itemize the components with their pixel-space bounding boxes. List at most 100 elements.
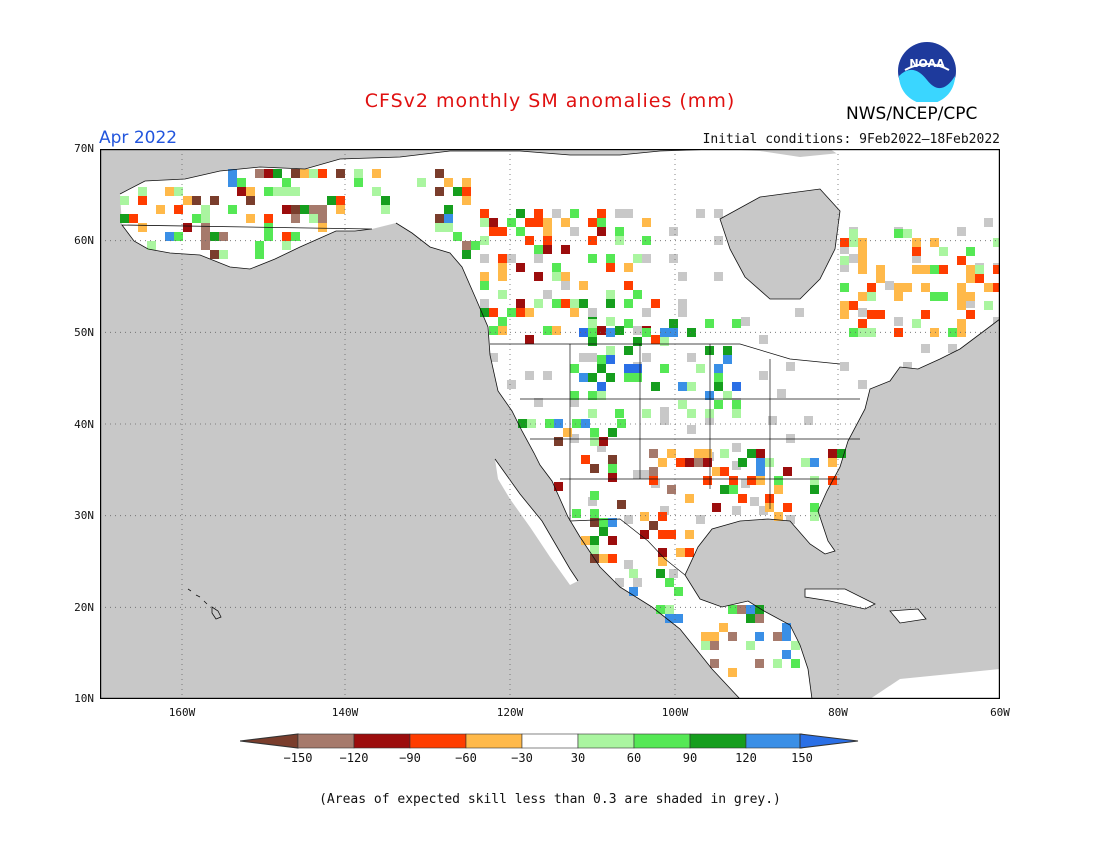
anomaly-cell: [720, 485, 729, 494]
low-skill-cell: [660, 416, 669, 425]
low-skill-cell: [786, 515, 795, 524]
anomaly-cell: [858, 256, 867, 265]
anomaly-cell: [129, 214, 138, 223]
anomaly-cell: [957, 319, 966, 328]
anomaly-cell: [588, 391, 597, 400]
anomaly-cell: [273, 187, 282, 196]
anomaly-cell: [685, 494, 694, 503]
anomaly-cell: [527, 419, 536, 428]
anomaly-cell: [599, 437, 608, 446]
anomaly-cell: [336, 169, 345, 178]
anomaly-cell: [858, 328, 867, 337]
low-skill-cell: [552, 209, 561, 218]
anomaly-cell: [957, 256, 966, 265]
anomaly-cell: [633, 364, 642, 373]
low-skill-cell: [534, 398, 543, 407]
lat-label-10n: 10N: [74, 692, 94, 705]
low-skill-cell: [624, 560, 633, 569]
anomaly-cell: [624, 319, 633, 328]
anomaly-cell: [543, 326, 552, 335]
colorbar-label: 90: [682, 751, 698, 765]
anomaly-cell: [246, 214, 255, 223]
anomaly-cell: [617, 500, 626, 509]
anomaly-cell: [633, 254, 642, 263]
anomaly-cell: [453, 232, 462, 241]
anomaly-cell: [712, 503, 721, 512]
low-skill-cell: [993, 317, 1002, 326]
anomaly-cell: [651, 299, 660, 308]
anomaly-cell: [667, 530, 676, 539]
low-skill-cell: [588, 308, 597, 317]
anomaly-cell: [765, 503, 774, 512]
colorbar-swatch: [577, 733, 635, 749]
anomaly-cell: [264, 169, 273, 178]
anomaly-cell: [525, 236, 534, 245]
low-skill-cell: [642, 308, 651, 317]
low-skill-cell: [894, 317, 903, 326]
low-skill-cell: [804, 416, 813, 425]
anomaly-cell: [640, 512, 649, 521]
anomaly-cell: [372, 169, 381, 178]
low-skill-cell: [795, 218, 804, 227]
anomaly-cell: [629, 587, 638, 596]
low-skill-cell: [480, 254, 489, 263]
anomaly-cell: [174, 232, 183, 241]
anomaly-cell: [755, 614, 764, 623]
anomaly-cell: [561, 218, 570, 227]
anomaly-cell: [658, 512, 667, 521]
anomaly-cell: [570, 209, 579, 218]
anomaly-cell: [660, 328, 669, 337]
anomaly-cell: [588, 236, 597, 245]
anomaly-cell: [729, 476, 738, 485]
anomaly-cell: [608, 428, 617, 437]
anomaly-cell: [756, 476, 765, 485]
anomaly-cell: [138, 187, 147, 196]
anomaly-cell: [543, 245, 552, 254]
anomaly-cell: [534, 245, 543, 254]
anomaly-cell: [606, 263, 615, 272]
anomaly-cell: [810, 503, 819, 512]
anomaly-cell: [552, 263, 561, 272]
anomaly-cell: [624, 346, 633, 355]
anomaly-map: [99, 148, 1002, 703]
colorbar-swatch: [297, 733, 355, 749]
anomaly-cell: [723, 346, 732, 355]
anomaly-cell: [615, 326, 624, 335]
skill-footnote: (Areas of expected skill less than 0.3 a…: [319, 792, 781, 807]
anomaly-cell: [480, 236, 489, 245]
anomaly-cell: [282, 178, 291, 187]
anomaly-cell: [705, 391, 714, 400]
anomaly-cell: [617, 419, 626, 428]
anomaly-cell: [674, 587, 683, 596]
low-skill-cell: [741, 317, 750, 326]
anomaly-cell: [237, 178, 246, 187]
anomaly-cell: [608, 464, 617, 473]
anomaly-cell: [570, 308, 579, 317]
anomaly-cell: [633, 337, 642, 346]
anomaly-cell: [300, 205, 309, 214]
anomaly-cell: [738, 458, 747, 467]
anomaly-cell: [720, 449, 729, 458]
low-skill-cell: [732, 443, 741, 452]
anomaly-cell: [624, 373, 633, 382]
anomaly-cell: [966, 274, 975, 283]
us-mexico-border: [569, 518, 686, 576]
low-skill-cell: [840, 245, 849, 254]
anomaly-cell: [435, 187, 444, 196]
anomaly-cell: [588, 373, 597, 382]
lon-label-160w: 160W: [168, 706, 196, 719]
anomaly-cell: [783, 467, 792, 476]
lon-label-140w: 140W: [331, 706, 359, 719]
anomaly-cell: [876, 274, 885, 283]
anomaly-cell: [507, 308, 516, 317]
anomaly-cell: [354, 169, 363, 178]
anomaly-cell: [975, 265, 984, 274]
anomaly-cell: [588, 319, 597, 328]
lat-label-20n: 20N: [74, 601, 94, 614]
anomaly-cell: [588, 328, 597, 337]
low-skill-cell: [903, 362, 912, 371]
anomaly-cell: [597, 209, 606, 218]
anomaly-cell: [993, 283, 1002, 292]
anomaly-cell: [480, 218, 489, 227]
anomaly-cell: [714, 400, 723, 409]
